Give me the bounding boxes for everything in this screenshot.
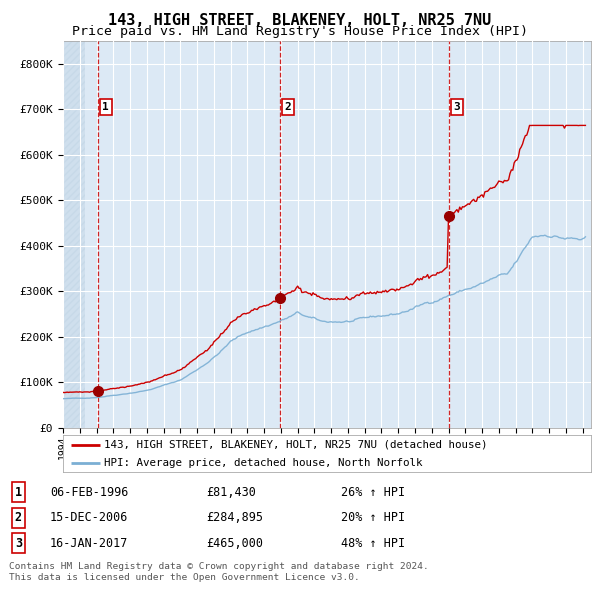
Text: 48% ↑ HPI: 48% ↑ HPI xyxy=(341,537,405,550)
Text: 143, HIGH STREET, BLAKENEY, HOLT, NR25 7NU (detached house): 143, HIGH STREET, BLAKENEY, HOLT, NR25 7… xyxy=(104,440,488,450)
Text: 2: 2 xyxy=(15,511,22,525)
Text: 20% ↑ HPI: 20% ↑ HPI xyxy=(341,511,405,525)
Text: 2: 2 xyxy=(284,102,291,112)
Text: 143, HIGH STREET, BLAKENEY, HOLT, NR25 7NU: 143, HIGH STREET, BLAKENEY, HOLT, NR25 7… xyxy=(109,13,491,28)
Text: 1: 1 xyxy=(103,102,109,112)
Text: Price paid vs. HM Land Registry's House Price Index (HPI): Price paid vs. HM Land Registry's House … xyxy=(72,25,528,38)
Text: £465,000: £465,000 xyxy=(206,537,263,550)
Text: 3: 3 xyxy=(15,537,22,550)
Text: 1: 1 xyxy=(15,486,22,499)
Text: £284,895: £284,895 xyxy=(206,511,263,525)
Text: 26% ↑ HPI: 26% ↑ HPI xyxy=(341,486,405,499)
Text: 15-DEC-2006: 15-DEC-2006 xyxy=(50,511,128,525)
Text: Contains HM Land Registry data © Crown copyright and database right 2024.: Contains HM Land Registry data © Crown c… xyxy=(9,562,429,571)
Text: £81,430: £81,430 xyxy=(206,486,256,499)
Text: HPI: Average price, detached house, North Norfolk: HPI: Average price, detached house, Nort… xyxy=(104,458,422,468)
Text: This data is licensed under the Open Government Licence v3.0.: This data is licensed under the Open Gov… xyxy=(9,573,360,582)
Bar xyxy=(63,41,85,428)
Text: 3: 3 xyxy=(454,102,460,112)
Text: 06-FEB-1996: 06-FEB-1996 xyxy=(50,486,128,499)
Text: 16-JAN-2017: 16-JAN-2017 xyxy=(50,537,128,550)
